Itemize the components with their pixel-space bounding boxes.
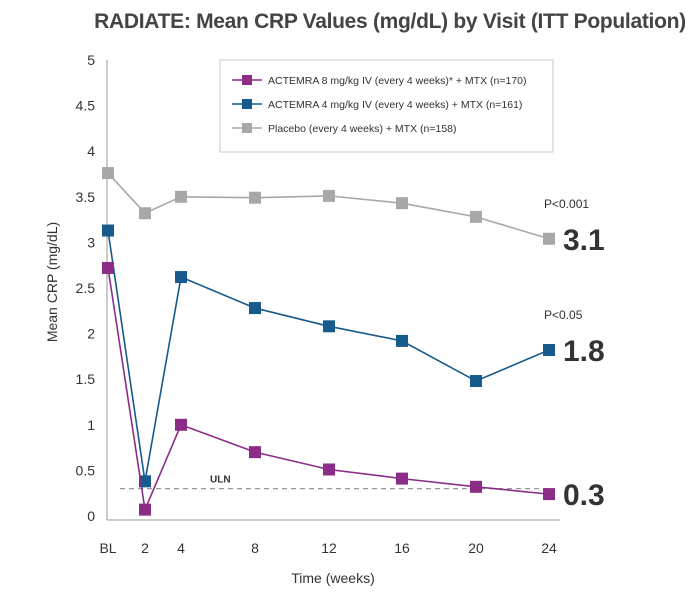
legend: ACTEMRA 8 mg/kg IV (every 4 weeks)* + MT… xyxy=(232,75,527,135)
end-labels: 0.3 1.8 P<0.05 3.1 P<0.001 xyxy=(544,197,605,512)
data-point xyxy=(323,189,335,202)
end-value-label: 3.1 xyxy=(563,224,605,257)
y-tick-label: 3.5 xyxy=(76,189,96,205)
legend-marker xyxy=(242,123,252,133)
y-tick-label: 0.5 xyxy=(76,462,96,478)
data-point xyxy=(396,472,408,485)
end-value-label: 1.8 xyxy=(563,335,605,368)
end-value-label: 0.3 xyxy=(563,479,605,512)
x-tick-label: BL xyxy=(99,540,116,556)
legend-box xyxy=(219,59,554,153)
uln-label: ULN xyxy=(210,475,231,486)
x-tick-label: 2 xyxy=(141,540,149,556)
legend-label: ACTEMRA 4 mg/kg IV (every 4 weeks) + MTX… xyxy=(268,99,522,111)
data-point xyxy=(102,167,114,180)
data-point xyxy=(175,190,187,203)
x-tick-label: 12 xyxy=(321,540,337,556)
data-point xyxy=(102,224,114,237)
y-tick-label: 0 xyxy=(87,508,95,524)
legend-label: Placebo (every 4 weeks) + MTX (n=158) xyxy=(268,123,457,135)
p-value-label: P<0.05 xyxy=(544,308,583,322)
data-point xyxy=(139,475,151,488)
x-tick-labels: BL 2 4 8 12 16 20 24 xyxy=(99,540,557,556)
data-point xyxy=(175,271,187,284)
x-axis-label: Time (weeks) xyxy=(291,570,375,586)
data-point xyxy=(249,191,261,204)
legend-marker xyxy=(242,75,252,85)
x-tick-label: 16 xyxy=(394,540,410,556)
y-tick-label: 2.5 xyxy=(76,280,96,296)
y-tick-label: 3 xyxy=(87,234,95,250)
data-point xyxy=(543,344,555,357)
p-value-label: P<0.001 xyxy=(544,197,589,211)
y-tick-labels: 0 0.5 1 1.5 2 2.5 3 3.5 4 4.5 5 xyxy=(76,52,96,524)
y-tick-label: 5 xyxy=(87,52,95,68)
series-line xyxy=(107,172,550,240)
x-tick-label: 24 xyxy=(541,540,557,556)
chart-title: RADIATE: Mean CRP Values (mg/dL) by Visi… xyxy=(94,10,686,33)
series-2 xyxy=(102,167,555,245)
data-point xyxy=(543,488,555,501)
y-tick-label: 4 xyxy=(87,143,95,159)
y-tick-label: 4.5 xyxy=(76,98,96,114)
data-point xyxy=(139,503,151,516)
series-line xyxy=(107,267,550,513)
data-point xyxy=(470,210,482,223)
series-1 xyxy=(102,224,555,488)
data-point xyxy=(470,375,482,388)
legend-label: ACTEMRA 8 mg/kg IV (every 4 weeks)* + MT… xyxy=(268,75,527,87)
y-tick-label: 2 xyxy=(87,326,95,342)
x-tick-label: 4 xyxy=(177,540,185,556)
data-point xyxy=(323,320,335,333)
data-point xyxy=(323,463,335,476)
data-point xyxy=(396,334,408,347)
data-point xyxy=(139,207,151,220)
y-tick-label: 1.5 xyxy=(76,371,96,387)
data-point xyxy=(396,197,408,210)
series-layer xyxy=(102,167,555,516)
data-point xyxy=(470,480,482,493)
data-point xyxy=(175,418,187,431)
data-point xyxy=(249,302,261,315)
series-line xyxy=(107,230,550,482)
legend-marker xyxy=(242,99,252,109)
data-point xyxy=(249,446,261,459)
series-0 xyxy=(102,261,555,516)
data-point xyxy=(102,261,114,274)
data-point xyxy=(543,232,555,245)
x-tick-label: 8 xyxy=(251,540,259,556)
x-tick-label: 20 xyxy=(468,540,484,556)
y-axis-label: Mean CRP (mg/dL) xyxy=(44,222,60,342)
y-tick-label: 1 xyxy=(87,417,95,433)
